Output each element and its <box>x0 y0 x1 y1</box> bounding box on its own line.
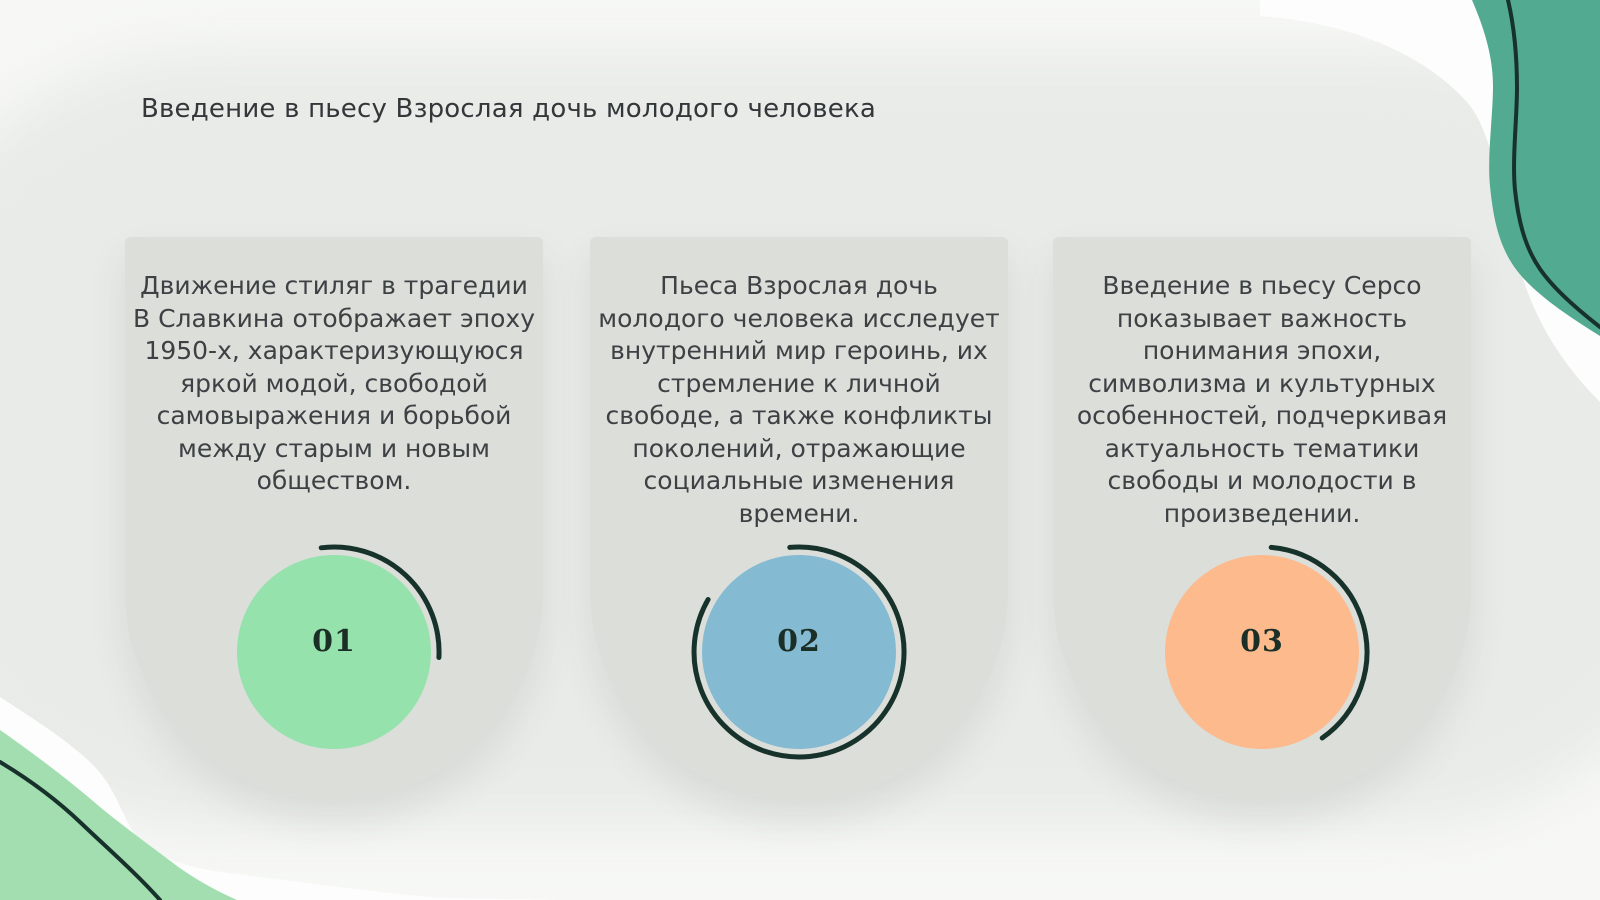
circle-fill <box>702 555 896 749</box>
card-02-text: Пьеса Взрослая дочь молодого человека ис… <box>598 271 1000 528</box>
card-03: Введение в пьесу Серсо показывает важнос… <box>1053 237 1471 800</box>
circle-fill <box>1165 555 1359 749</box>
number-circle-graphic <box>237 544 442 749</box>
card-number: 03 <box>1240 623 1284 659</box>
card-03-number-badge: 03 <box>1147 537 1377 767</box>
accent-arc <box>318 544 442 660</box>
card-number: 02 <box>777 623 821 659</box>
card-02-number-badge: 02 <box>684 537 914 767</box>
circle-fill <box>237 555 431 749</box>
card-03-text: Введение в пьесу Серсо показывает важнос… <box>1076 271 1448 528</box>
card-01-text: Движение стиляг в трагедии В Славкина от… <box>133 271 535 495</box>
slide-title: Введение в пьесу Взрослая дочь молодого … <box>141 94 876 124</box>
decoration-bottom-left <box>0 697 560 900</box>
number-circle-graphic <box>1165 544 1370 749</box>
decoration-top-right <box>1260 0 1600 402</box>
card-01-number-badge: 01 <box>219 537 449 767</box>
accent-arc <box>691 544 907 760</box>
green-blob-shape <box>0 730 237 900</box>
accent-arc <box>1268 544 1370 741</box>
card-01: Движение стиляг в трагедии В Славкина от… <box>125 237 543 800</box>
card-02: Пьеса Взрослая дочь молодого человека ис… <box>590 237 1008 800</box>
card-number: 01 <box>312 623 356 659</box>
contour-line <box>0 760 162 900</box>
number-circle-graphic <box>691 544 907 760</box>
teal-blob-shape <box>1472 0 1600 336</box>
contour-line <box>1506 0 1600 329</box>
